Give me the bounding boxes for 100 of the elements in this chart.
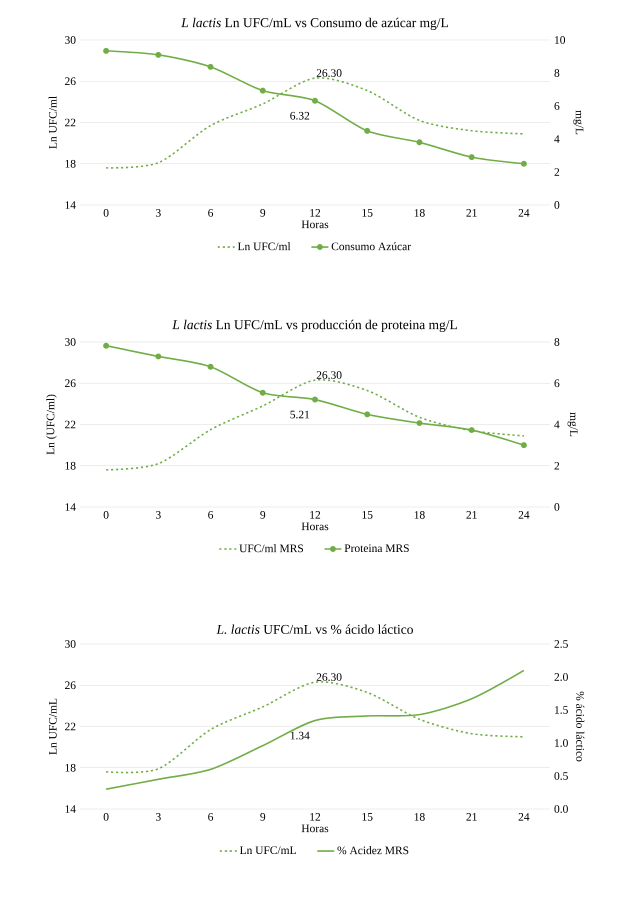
y2-tick-label: 2.5 xyxy=(554,640,568,648)
point xyxy=(208,64,214,70)
legend-label: Ln UFC/ml xyxy=(238,242,290,250)
y2-tick-label: 2 xyxy=(554,168,560,176)
point xyxy=(103,48,110,54)
x-tick-label: 21 xyxy=(466,209,477,217)
y-tick-label: 26 xyxy=(65,681,76,690)
x-tick-label: 9 xyxy=(260,813,266,821)
x-tick-label: 6 xyxy=(208,209,214,217)
x-axis-title: Horas xyxy=(302,522,328,530)
y2-tick-label: 4 xyxy=(554,135,560,143)
x-tick-label: 15 xyxy=(362,813,372,821)
y2-tick-label: 6 xyxy=(554,379,560,388)
x-tick-label: 0 xyxy=(104,813,109,821)
x-tick-label: 12 xyxy=(310,813,320,821)
point xyxy=(468,154,475,160)
point xyxy=(520,442,527,448)
y2-tick-label: 8 xyxy=(554,338,560,346)
y-tick-label: 14 xyxy=(66,503,76,511)
x-tick-label: 18 xyxy=(414,511,425,519)
annotation: 1.34 xyxy=(290,732,310,740)
y-axis-title: Ln UFC/mL xyxy=(49,698,57,755)
y2-tick-label: 2 xyxy=(554,462,560,470)
y2-tick-label: 0.5 xyxy=(554,772,568,780)
x-tick-label: 9 xyxy=(260,209,266,217)
chart-title: L. lactis UFC/mL vs % ácido láctico xyxy=(216,624,413,634)
legend-label: Proteina MRS xyxy=(344,544,409,552)
y2-axis-title: % ácido láctico xyxy=(576,692,584,762)
point xyxy=(312,396,318,403)
point xyxy=(364,411,370,418)
point xyxy=(416,139,422,146)
point xyxy=(260,88,266,94)
y-tick-label: 18 xyxy=(66,160,76,168)
y-tick-label: 26 xyxy=(65,77,76,86)
y2-axis-title: mg/L xyxy=(568,412,578,436)
x-tick-label: 15 xyxy=(362,209,372,217)
y2-tick-label: 2.0 xyxy=(554,673,568,681)
x-tick-label: 12 xyxy=(310,209,320,217)
legend-label: % Acidez MRS xyxy=(337,846,408,854)
annotation: 26.30 xyxy=(316,371,342,379)
x-tick-label: 12 xyxy=(310,511,320,519)
x-tick-label: 3 xyxy=(156,209,161,217)
y-tick-label: 22 xyxy=(65,420,76,428)
chart-title: L lactis Ln UFC/mL vs Consumo de azúcar mg/L xyxy=(181,18,448,30)
x-tick-label: 24 xyxy=(518,209,530,217)
legend-label: Consumo Azúcar xyxy=(332,242,411,250)
point xyxy=(155,52,162,58)
x-tick-label: 3 xyxy=(156,813,161,821)
point xyxy=(312,98,318,104)
y-axis-title: Ln (UFC/ml) xyxy=(46,394,57,455)
x-tick-label: 9 xyxy=(260,511,266,519)
y2-axis-title: mg/L xyxy=(573,110,584,134)
y-axis-title: Ln UFC/ml xyxy=(48,96,57,149)
point xyxy=(208,364,214,370)
annotation: 6.32 xyxy=(290,112,310,120)
y-tick-label: 14 xyxy=(66,201,76,209)
y-tick-label: 18 xyxy=(66,764,76,772)
y2-tick-label: 8 xyxy=(554,69,560,77)
x-tick-label: 3 xyxy=(156,511,161,519)
x-tick-label: 0 xyxy=(104,511,109,519)
point xyxy=(468,427,475,434)
line-series xyxy=(105,670,525,790)
y-tick-label: 22 xyxy=(65,118,76,126)
y-tick-label: 30 xyxy=(65,640,76,648)
y-tick-label: 30 xyxy=(65,338,76,346)
annotation: 26.30 xyxy=(316,69,342,77)
y2-tick-label: 1.0 xyxy=(555,739,568,747)
x-tick-label: 0 xyxy=(104,209,109,217)
x-tick-label: 18 xyxy=(414,813,425,821)
point xyxy=(364,128,370,134)
x-tick-label: 6 xyxy=(208,511,214,519)
x-tick-label: 24 xyxy=(518,813,530,821)
y2-tick-label: 1.5 xyxy=(555,706,568,714)
x-tick-label: 6 xyxy=(208,813,214,821)
point xyxy=(155,353,162,360)
x-tick-label: 24 xyxy=(518,511,530,519)
y2-tick-label: 10 xyxy=(555,36,566,44)
y2-tick-label: 6 xyxy=(554,102,560,110)
y-tick-label: 14 xyxy=(66,805,76,813)
annotation: 5.21 xyxy=(290,410,310,418)
y2-tick-label: 0.0 xyxy=(554,805,568,813)
x-axis-title: Horas xyxy=(302,824,328,832)
point xyxy=(520,160,527,167)
annotation: 26.30 xyxy=(316,673,342,681)
y-tick-label: 26 xyxy=(65,379,76,388)
point xyxy=(260,390,266,396)
y2-tick-label: 0 xyxy=(554,201,560,209)
x-axis-title: Horas xyxy=(302,220,328,228)
y2-tick-label: 4 xyxy=(554,420,560,428)
x-tick-label: 21 xyxy=(466,511,477,519)
y-tick-label: 18 xyxy=(66,462,76,470)
y-tick-label: 22 xyxy=(65,722,76,730)
point xyxy=(416,420,422,426)
x-tick-label: 18 xyxy=(414,209,425,217)
y2-tick-label: 0 xyxy=(554,503,560,511)
x-tick-label: 21 xyxy=(466,813,477,821)
y-tick-label: 30 xyxy=(65,36,76,44)
legend-label: UFC/ml MRS xyxy=(239,544,304,552)
point xyxy=(103,342,110,349)
chart-title: L lactis Ln UFC/mL vs producción de proteina mg/L xyxy=(172,320,457,332)
